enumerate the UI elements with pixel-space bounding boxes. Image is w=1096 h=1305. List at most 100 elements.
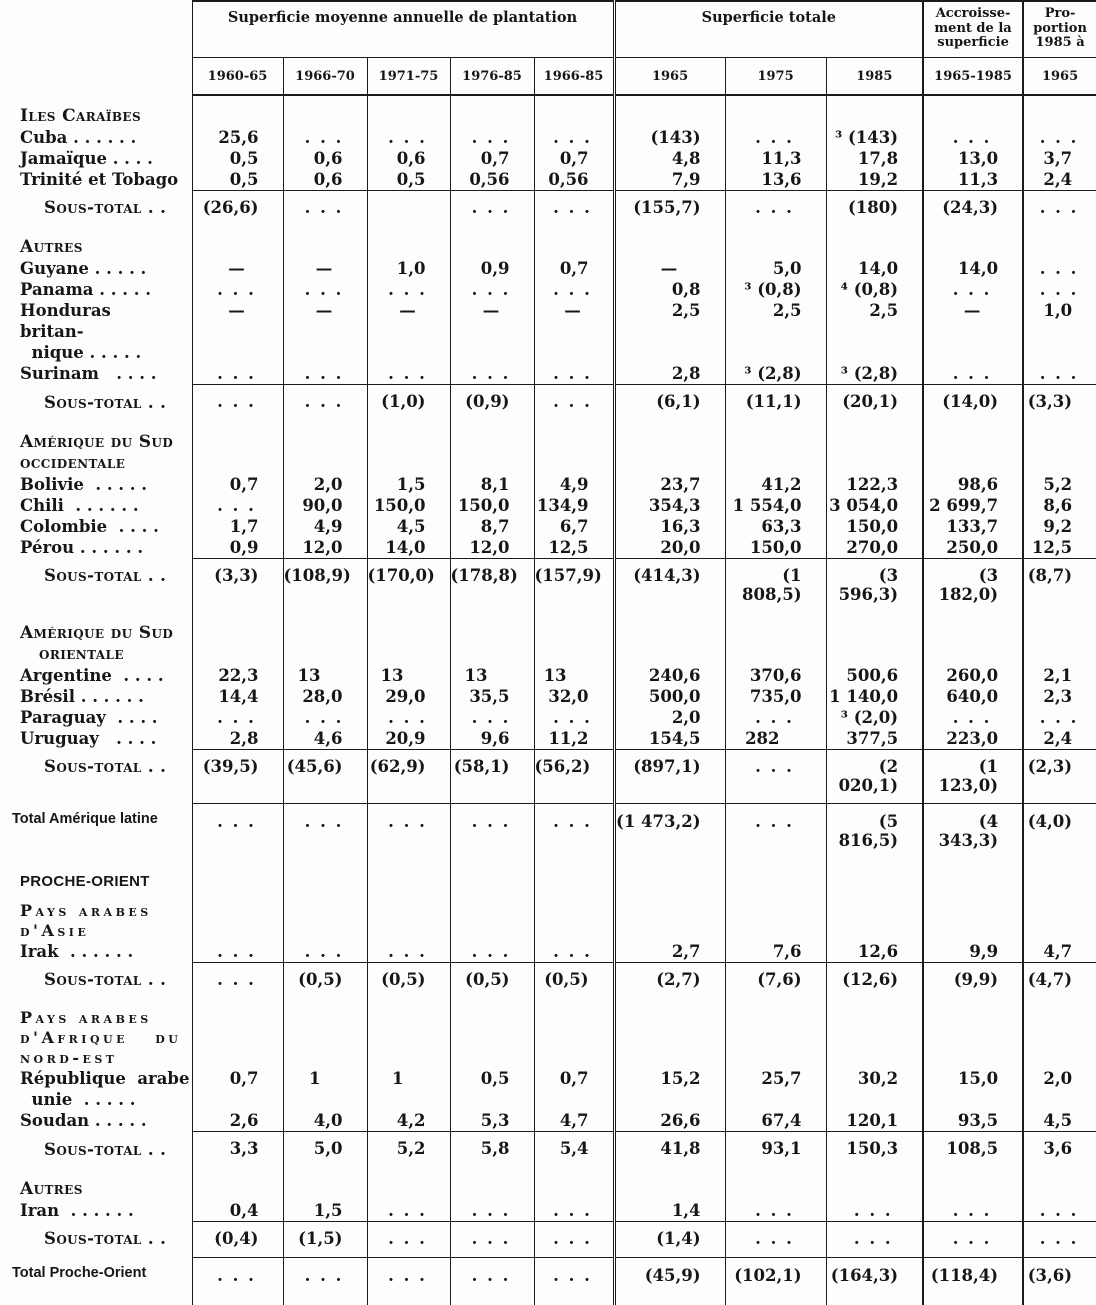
amerique-du-nord-label: AMÉRIQUE DUNORD xyxy=(0,1294,192,1305)
bresil-value-1985: 1 140,0 xyxy=(825,685,924,707)
amerique-du-sud-orientale-value-1966-85 xyxy=(533,611,615,665)
surinam-value-1985: ³ (2,8) xyxy=(825,363,924,385)
uruguay-value-1976-85: 9,6 xyxy=(449,727,534,750)
chili-value-1965-1985: 2 699,7 xyxy=(922,494,1024,516)
perou-value-1960-65: 0,9 xyxy=(191,536,283,559)
surinam-value-1965: 2,8 xyxy=(612,363,726,385)
autres-caraibes-value-1975 xyxy=(724,226,827,258)
jamaique-label: Jamaïque . . . . xyxy=(0,148,192,169)
sous-total-caraibes-value-1965-1985: (24,3) xyxy=(922,190,1024,226)
sous-total-orientale-value-1966-85: (56,2) xyxy=(533,749,615,804)
bolivie-label-line: Bolivie . . . . . xyxy=(20,474,148,494)
row-perou: Pérou . . . . . . 0,9 12,0 14,0 12,0 12,5 20,0… xyxy=(0,536,1096,559)
autres-proche-orient-value-1975 xyxy=(724,1167,827,1200)
amerique-du-sud-occidentale-value-1960-65 xyxy=(191,420,283,474)
irak-value-1975: 7,6 xyxy=(724,940,827,963)
soudan-value-1976-85: 5,3 xyxy=(449,1110,534,1132)
total-amerique-latine-value-1966-85: . . . xyxy=(533,803,615,859)
pays-arabes-afrique-nord-est-value-1965-1985 xyxy=(922,998,1024,1068)
cuba-label-line: Cuba . . . . . . xyxy=(20,127,137,147)
perou-label-line: Pérou . . . . . . xyxy=(20,537,144,557)
row-sous-total-caraibes: Sous-total . . (26,6). . .. . .. . . (155,… xyxy=(0,190,1096,226)
argentine-value-1965-1985: 260,0 xyxy=(922,664,1024,686)
amerique-du-nord-value-1960-65 xyxy=(191,1293,283,1305)
pays-arabes-asie-value-1985 xyxy=(825,890,924,941)
sous-total-autres-proche-orient-value-1965: (1,4) xyxy=(612,1221,726,1258)
uruguay-value-1965-1985: 223,0 xyxy=(922,727,1024,750)
bolivie-value-1971-75: 1,5 xyxy=(366,473,450,495)
bolivie-value-1966-85: 4,9 xyxy=(533,473,615,495)
pays-arabes-afrique-nord-est-label-line: Pays arabes xyxy=(20,1008,152,1027)
autres-caraibes-value-1965 xyxy=(612,226,726,258)
row-honduras-britannique: Honduras britan- nique . . . . . — — — — —2,5… xyxy=(0,300,1096,363)
sous-total-afrique-nord-est-value-1960-65: 3,3 xyxy=(191,1131,283,1168)
colombie-value-1976-85: 8,7 xyxy=(449,515,534,537)
honduras-britannique-value-1971-75: — xyxy=(366,300,450,363)
autres-caraibes-value-1966-85 xyxy=(533,226,615,258)
pays-arabes-afrique-nord-est-value-1966-85 xyxy=(533,998,615,1068)
group-accroissement: Accroisse-ment de la superficie xyxy=(922,0,1024,58)
year-col-1985: 1985 xyxy=(825,57,924,96)
pays-arabes-asie-value-1966-70 xyxy=(282,890,367,941)
iran-value-1965: . . . xyxy=(1022,1199,1096,1222)
amerique-du-sud-orientale-label-line: Amérique du Sud xyxy=(20,622,174,643)
row-sous-total-autres-caraibes: Sous-total . .. . .. . . (1,0) (0,9). . .(… xyxy=(0,384,1096,421)
sous-total-afrique-nord-est-value-1965: 41,8 xyxy=(612,1131,726,1168)
surinam-value-1966-70: . . . xyxy=(282,363,367,385)
soudan-label-line: Soudan . . . . . xyxy=(20,1111,147,1130)
argentine-value-1960-65: 22,3 xyxy=(191,664,283,686)
paraguay-value-1965: 2,0 xyxy=(612,706,726,728)
sous-total-autres-caraibes-value-1976-85: (0,9) xyxy=(449,384,534,421)
cuba-value-1966-85: . . . xyxy=(533,126,615,148)
republique-arabe-unie-value-1976-85: 0,5 xyxy=(449,1068,534,1110)
perou-label: Pérou . . . . . . xyxy=(0,537,192,559)
row-sous-total-orientale: Sous-total . . (39,5) (45,6) (62,9) (58,1) (5… xyxy=(0,749,1096,804)
bresil-value-1960-65: 14,4 xyxy=(191,685,283,707)
autres-caraibes-value-1960-65 xyxy=(191,226,283,258)
amerique-du-nord-value-1985 xyxy=(825,1293,924,1305)
chili-value-1960-65: . . . xyxy=(191,494,283,516)
panama-value-1976-85: . . . xyxy=(449,279,534,300)
autres-proche-orient-value-1971-75 xyxy=(366,1167,450,1200)
sous-total-autres-caraibes-value-1960-65: . . . xyxy=(191,384,283,421)
total-proche-orient-label-line: Total Proche-Orient xyxy=(12,1265,147,1281)
honduras-britannique-label-line: nique . . . . . xyxy=(20,343,142,362)
argentine-value-1966-70: 13 xyxy=(282,664,367,686)
cuba-value-1975: . . . xyxy=(724,126,827,148)
group-proportion-line: portion xyxy=(1033,20,1087,36)
amerique-du-sud-occidentale-value-1966-70 xyxy=(282,420,367,474)
total-proche-orient-value-1985: (164,3) xyxy=(825,1257,924,1294)
iles-caraibes-value-1960-65 xyxy=(191,94,283,127)
row-soudan: Soudan . . . . . 2,6 4,0 4,2 5,3 4,7 26,6 67,4 1… xyxy=(0,1110,1096,1132)
amerique-du-sud-occidentale-value-1965-1985 xyxy=(922,420,1024,474)
iran-value-1971-75: . . . xyxy=(366,1199,450,1222)
sous-total-asie-label-line: Sous-total . . xyxy=(44,970,167,989)
pays-arabes-asie-value-1965 xyxy=(1022,890,1096,941)
autres-proche-orient-value-1966-70 xyxy=(282,1167,367,1200)
amerique-du-nord-value-1965 xyxy=(612,1293,726,1305)
argentine-label-line: Argentine . . . . xyxy=(20,665,164,685)
row-guyane: Guyane . . . . . — —1,0 0,9 0,7—5,0 14,0 14,0.… xyxy=(0,258,1096,279)
total-amerique-latine-label: Total Amérique latine xyxy=(0,803,192,859)
pays-arabes-afrique-nord-est-value-1976-85 xyxy=(449,998,534,1068)
honduras-britannique-value-1965: 2,5 xyxy=(612,300,726,363)
autres-caraibes-label-line: Autres xyxy=(20,237,83,257)
amerique-du-nord-value-1966-85 xyxy=(533,1293,615,1305)
sous-total-orientale-label-line: Sous-total . . xyxy=(44,757,167,776)
total-amerique-latine-value-1976-85: . . . xyxy=(449,803,534,859)
sous-total-occidentale-label: Sous-total . . xyxy=(0,558,192,612)
table-body: Iles Caraïbes Cuba . . . . . . 25,6. . .. … xyxy=(0,94,1096,1305)
total-proche-orient-value-1960-65: . . . xyxy=(191,1257,283,1294)
bolivie-value-1960-65: 0,7 xyxy=(191,473,283,495)
soudan-value-1966-70: 4,0 xyxy=(282,1110,367,1132)
autres-caraibes-value-1976-85 xyxy=(449,226,534,258)
sous-total-autres-proche-orient-value-1966-85: . . . xyxy=(533,1221,615,1258)
sous-total-orientale-value-1971-75: (62,9) xyxy=(366,749,450,804)
amerique-du-nord-value-1975 xyxy=(724,1293,827,1305)
jamaique-value-1976-85: 0,7 xyxy=(449,147,534,169)
surinam-label-line: Surinam . . . . xyxy=(20,364,157,383)
irak-value-1985: 12,6 xyxy=(825,940,924,963)
sous-total-autres-caraibes-value-1966-70: . . . xyxy=(282,384,367,421)
soudan-value-1965-1985: 93,5 xyxy=(922,1110,1024,1132)
bolivie-value-1965-1985: 98,6 xyxy=(922,473,1024,495)
